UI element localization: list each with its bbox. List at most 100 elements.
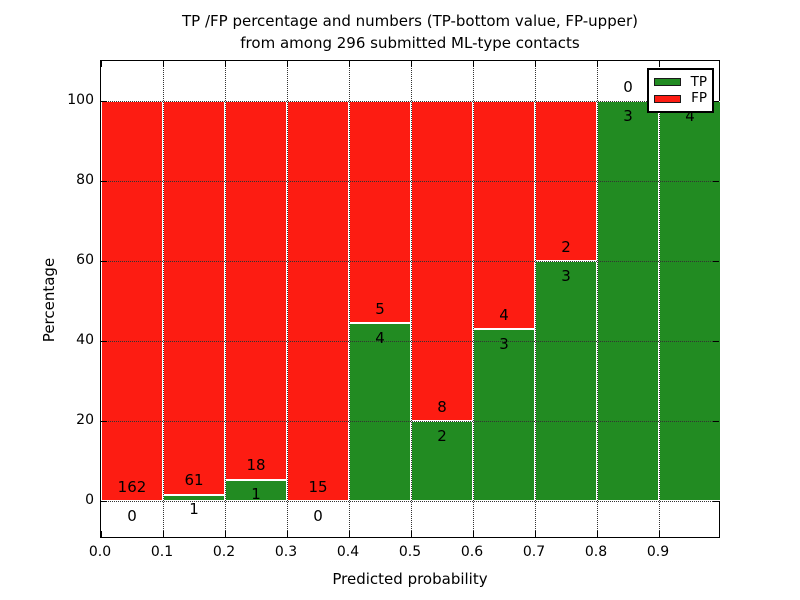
chart-title: TP /FP percentage and numbers (TP-bottom… (100, 10, 720, 54)
chart-title-line2: from among 296 submitted ML-type contact… (240, 34, 580, 52)
legend: TP FP (647, 68, 714, 113)
x-tick-label: 0.0 (88, 544, 112, 560)
x-tick-label: 0.5 (398, 544, 422, 560)
x-tick-label: 0.3 (274, 544, 298, 560)
tp-count-label: 0 (127, 506, 137, 525)
y-axis-title: Percentage (40, 257, 58, 343)
x-tickmark-top (410, 61, 412, 67)
y-tickmark-right (713, 500, 719, 502)
x-tickmark-bottom (348, 531, 350, 537)
y-tickmark-left (101, 340, 107, 342)
x-tick-label: 0.9 (646, 544, 670, 560)
stacked-bar (473, 101, 535, 501)
bar-segment-fp (411, 101, 473, 421)
y-tick-label: 0 (85, 492, 94, 508)
y-tickmark-right (713, 420, 719, 422)
stacked-bar (287, 101, 349, 501)
bar-segment-tp (349, 323, 411, 501)
tp-count-label: 1 (251, 485, 261, 504)
y-tickmark-left (101, 500, 107, 502)
x-tickmark-bottom (162, 531, 164, 537)
y-tick-label: 60 (76, 252, 94, 268)
x-tickmark-top (596, 61, 598, 67)
stacked-bar (535, 101, 597, 501)
x-axis-title: Predicted probability (332, 570, 488, 588)
x-tickmark-bottom (596, 531, 598, 537)
y-tickmark-right (713, 260, 719, 262)
x-tick-label: 0.1 (150, 544, 174, 560)
legend-row: FP (654, 91, 707, 108)
stacked-bar (225, 101, 287, 501)
y-tickmark-left (101, 420, 107, 422)
x-tickmark-bottom (410, 531, 412, 537)
x-tick-label: 0.8 (584, 544, 608, 560)
bar-segment-fp (287, 101, 349, 501)
fp-count-label: 8 (437, 397, 447, 416)
y-tickmark-right (713, 180, 719, 182)
x-tickmark-top (286, 61, 288, 67)
x-tick-label: 0.7 (522, 544, 546, 560)
fp-count-label: 15 (308, 477, 328, 496)
y-tick-label: 100 (67, 92, 94, 108)
stacked-bar (349, 101, 411, 501)
x-tickmark-bottom (100, 531, 102, 537)
x-tickmark-top (348, 61, 350, 67)
x-tickmark-top (658, 61, 660, 67)
bar-segment-fp (349, 101, 411, 323)
y-tickmark-left (101, 260, 107, 262)
fp-count-label: 18 (246, 456, 266, 475)
bar-segment-fp (473, 101, 535, 329)
x-tick-label: 0.4 (336, 544, 360, 560)
y-tick-label: 20 (76, 412, 94, 428)
bar-segment-tp (659, 101, 721, 501)
bar-segment-tp (597, 101, 659, 501)
stacked-bar (597, 101, 659, 501)
x-tickmark-bottom (658, 531, 660, 537)
fp-count-label: 61 (184, 471, 204, 490)
y-tickmark-left (101, 180, 107, 182)
fp-count-label: 2 (561, 237, 571, 256)
tp-count-label: 3 (499, 334, 509, 353)
legend-row: TP (654, 74, 707, 91)
plot-area: 1620611181150548243230304 (100, 60, 721, 538)
legend-label: FP (691, 90, 707, 106)
chart-title-line1: TP /FP percentage and numbers (TP-bottom… (182, 12, 638, 30)
bar-segment-fp (163, 101, 225, 495)
y-tickmark-left (101, 100, 107, 102)
tp-count-label: 0 (313, 506, 323, 525)
bar-segment-fp (101, 101, 163, 501)
bar-segment-tp (473, 329, 535, 501)
tp-count-label: 3 (623, 106, 633, 125)
y-tickmark-right (713, 340, 719, 342)
x-tickmark-top (224, 61, 226, 67)
x-tick-label: 0.2 (212, 544, 236, 560)
x-tickmark-top (100, 61, 102, 67)
bar-segment-tp (535, 261, 597, 501)
tp-swatch (654, 78, 681, 87)
x-tick-label: 0.6 (460, 544, 484, 560)
stacked-bar (659, 101, 721, 501)
fp-count-label: 4 (499, 305, 509, 324)
fp-count-label: 0 (623, 77, 633, 96)
tp-count-label: 1 (189, 500, 199, 519)
fp-swatch (654, 94, 681, 103)
x-tickmark-top (162, 61, 164, 67)
legend-label: TP (690, 73, 707, 90)
fp-count-label: 5 (375, 299, 385, 318)
x-tickmark-top (534, 61, 536, 67)
tp-count-label: 2 (437, 426, 447, 445)
bar-segment-fp (225, 101, 287, 480)
x-tickmark-top (472, 61, 474, 67)
x-tickmark-bottom (472, 531, 474, 537)
y-tick-label: 40 (76, 332, 94, 348)
x-tickmark-bottom (534, 531, 536, 537)
tp-count-label: 3 (561, 266, 571, 285)
stacked-bar (163, 101, 225, 501)
tp-count-label: 4 (685, 106, 695, 125)
stacked-bar (101, 101, 163, 501)
x-tickmark-bottom (286, 531, 288, 537)
fp-count-label: 162 (117, 477, 147, 496)
tp-count-label: 4 (375, 328, 385, 347)
y-tick-label: 80 (76, 172, 94, 188)
